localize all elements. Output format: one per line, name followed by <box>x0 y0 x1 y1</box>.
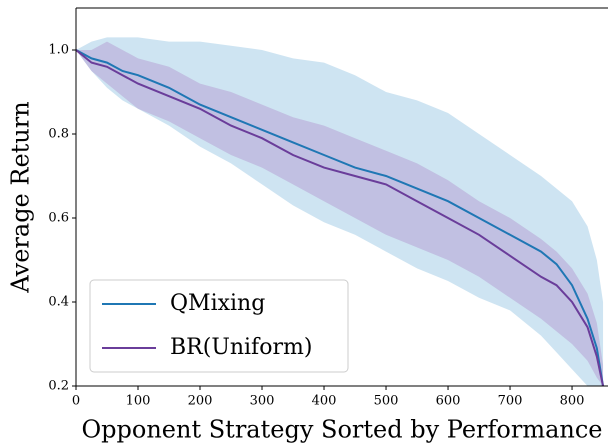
x-tick-label: 500 <box>374 394 399 409</box>
x-tick-label: 700 <box>498 394 523 409</box>
x-tick-label: 600 <box>436 394 461 409</box>
x-tick-label: 400 <box>312 394 337 409</box>
x-tick-label: 800 <box>560 394 585 409</box>
confidence-band <box>76 41 604 386</box>
y-tick-label: 0.6 <box>48 211 69 226</box>
x-tick-label: 200 <box>188 394 213 409</box>
line <box>76 49 605 386</box>
x-axis-label: Opponent Strategy Sorted by Performance <box>82 416 603 444</box>
x-tick-label: 0 <box>72 394 80 409</box>
y-tick-label: 0.4 <box>48 295 69 310</box>
line <box>76 49 605 386</box>
y-axis-label: Average Return <box>7 101 35 293</box>
x-tick-label: 100 <box>126 394 151 409</box>
plot-area <box>76 37 605 386</box>
legend-label: BR(Uniform) <box>170 335 312 360</box>
y-tick-label: 1.0 <box>48 43 69 58</box>
y-tick-label: 0.2 <box>48 379 69 394</box>
y-tick-label: 0.8 <box>48 127 69 142</box>
x-tick-label: 300 <box>250 394 275 409</box>
legend-label: QMixing <box>170 291 265 316</box>
